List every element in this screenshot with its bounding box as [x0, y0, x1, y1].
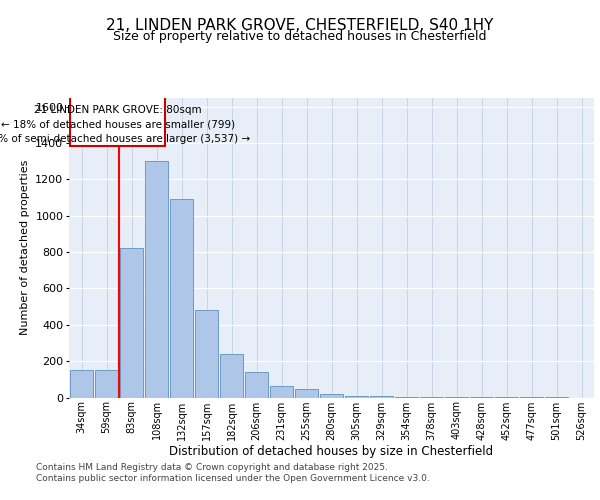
Text: 21, LINDEN PARK GROVE, CHESTERFIELD, S40 1HY: 21, LINDEN PARK GROVE, CHESTERFIELD, S40… — [106, 18, 494, 32]
Text: Contains HM Land Registry data © Crown copyright and database right 2025.: Contains HM Land Registry data © Crown c… — [36, 462, 388, 471]
X-axis label: Distribution of detached houses by size in Chesterfield: Distribution of detached houses by size … — [169, 446, 494, 458]
Bar — [220, 354, 243, 398]
Bar — [195, 310, 218, 398]
Text: ← 18% of detached houses are smaller (799): ← 18% of detached houses are smaller (79… — [1, 120, 235, 130]
Bar — [295, 390, 318, 398]
Bar — [370, 396, 393, 398]
Text: Size of property relative to detached houses in Chesterfield: Size of property relative to detached ho… — [113, 30, 487, 43]
Text: 81% of semi-detached houses are larger (3,537) →: 81% of semi-detached houses are larger (… — [0, 134, 250, 144]
Bar — [270, 386, 293, 398]
Bar — [420, 397, 443, 398]
Bar — [170, 200, 193, 398]
Bar — [145, 161, 168, 398]
Bar — [320, 394, 343, 398]
Bar — [120, 248, 143, 398]
Bar — [345, 396, 368, 398]
Bar — [245, 372, 268, 398]
Bar — [70, 370, 93, 398]
Bar — [95, 370, 118, 398]
Text: Contains public sector information licensed under the Open Government Licence v3: Contains public sector information licen… — [36, 474, 430, 483]
Bar — [395, 396, 418, 398]
FancyBboxPatch shape — [70, 96, 165, 146]
Y-axis label: Number of detached properties: Number of detached properties — [20, 160, 30, 335]
Text: 21 LINDEN PARK GROVE: 80sqm: 21 LINDEN PARK GROVE: 80sqm — [34, 105, 202, 115]
